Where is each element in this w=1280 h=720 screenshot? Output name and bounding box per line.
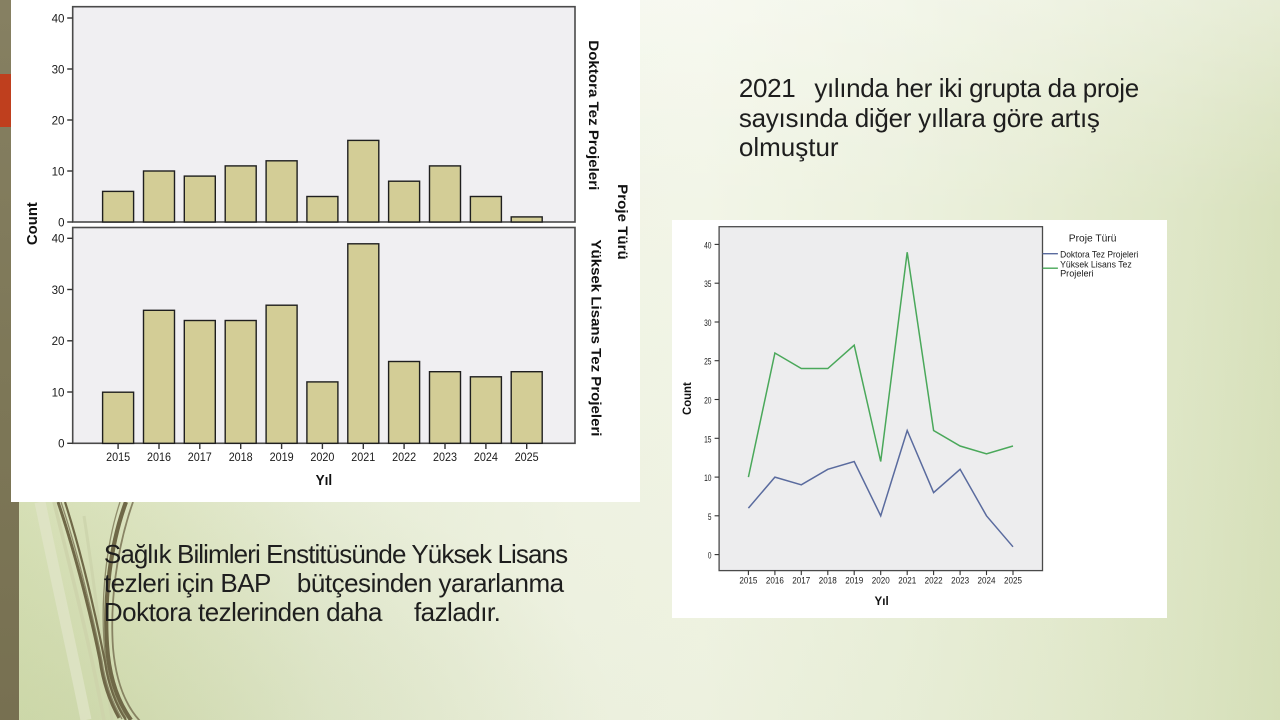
svg-text:Projeleri: Projeleri — [1060, 268, 1094, 278]
svg-text:Proje Türü: Proje Türü — [1069, 233, 1117, 244]
svg-text:2023: 2023 — [433, 450, 457, 464]
svg-text:2019: 2019 — [845, 576, 863, 587]
svg-text:Doktora Tez Projeleri: Doktora Tez Projeleri — [586, 40, 601, 190]
svg-text:Yıl: Yıl — [875, 594, 889, 608]
svg-text:20: 20 — [51, 334, 64, 348]
svg-text:35: 35 — [704, 279, 711, 289]
svg-text:Yıl: Yıl — [315, 473, 332, 489]
svg-text:2022: 2022 — [925, 576, 943, 587]
svg-text:25: 25 — [704, 357, 711, 367]
svg-text:30: 30 — [51, 283, 64, 297]
svg-text:2024: 2024 — [978, 576, 997, 587]
svg-text:2019: 2019 — [269, 450, 293, 464]
svg-text:2017: 2017 — [792, 576, 810, 587]
svg-text:2016: 2016 — [766, 576, 784, 587]
svg-text:15: 15 — [704, 434, 711, 444]
svg-text:10: 10 — [704, 473, 711, 483]
svg-text:2020: 2020 — [310, 450, 334, 464]
svg-text:2015: 2015 — [106, 450, 130, 464]
svg-text:2021: 2021 — [351, 450, 375, 464]
svg-text:2017: 2017 — [187, 450, 211, 464]
svg-text:40: 40 — [704, 240, 711, 250]
svg-text:0: 0 — [708, 551, 712, 561]
svg-text:0: 0 — [58, 215, 64, 229]
svg-text:Proje Türü: Proje Türü — [615, 184, 630, 260]
svg-text:2024: 2024 — [473, 450, 497, 464]
svg-text:Yüksek Lisans Tez Projeleri: Yüksek Lisans Tez Projeleri — [588, 240, 603, 437]
svg-text:40: 40 — [51, 11, 64, 25]
svg-text:2015: 2015 — [739, 576, 757, 587]
svg-text:30: 30 — [51, 62, 64, 76]
svg-text:30: 30 — [704, 318, 711, 328]
svg-text:20: 20 — [704, 396, 711, 406]
svg-text:Yüksek Lisans Tez: Yüksek Lisans Tez — [1060, 260, 1132, 270]
svg-text:0: 0 — [58, 437, 64, 451]
svg-text:Doktora Tez Projeleri: Doktora Tez Projeleri — [1060, 249, 1138, 259]
svg-text:40: 40 — [51, 232, 64, 246]
svg-text:2016: 2016 — [147, 450, 171, 464]
svg-text:5: 5 — [708, 512, 712, 522]
svg-text:2022: 2022 — [392, 450, 416, 464]
svg-text:Count: Count — [680, 382, 694, 415]
svg-text:2020: 2020 — [872, 576, 890, 587]
svg-text:Count: Count — [25, 202, 41, 245]
svg-text:2018: 2018 — [819, 576, 837, 587]
svg-text:10: 10 — [51, 385, 64, 399]
svg-text:20: 20 — [51, 113, 64, 127]
svg-text:2018: 2018 — [228, 450, 252, 464]
svg-text:2025: 2025 — [514, 450, 538, 464]
svg-text:2021: 2021 — [898, 576, 916, 587]
svg-text:10: 10 — [51, 164, 64, 178]
svg-text:2023: 2023 — [951, 576, 969, 587]
svg-text:2025: 2025 — [1004, 576, 1022, 587]
